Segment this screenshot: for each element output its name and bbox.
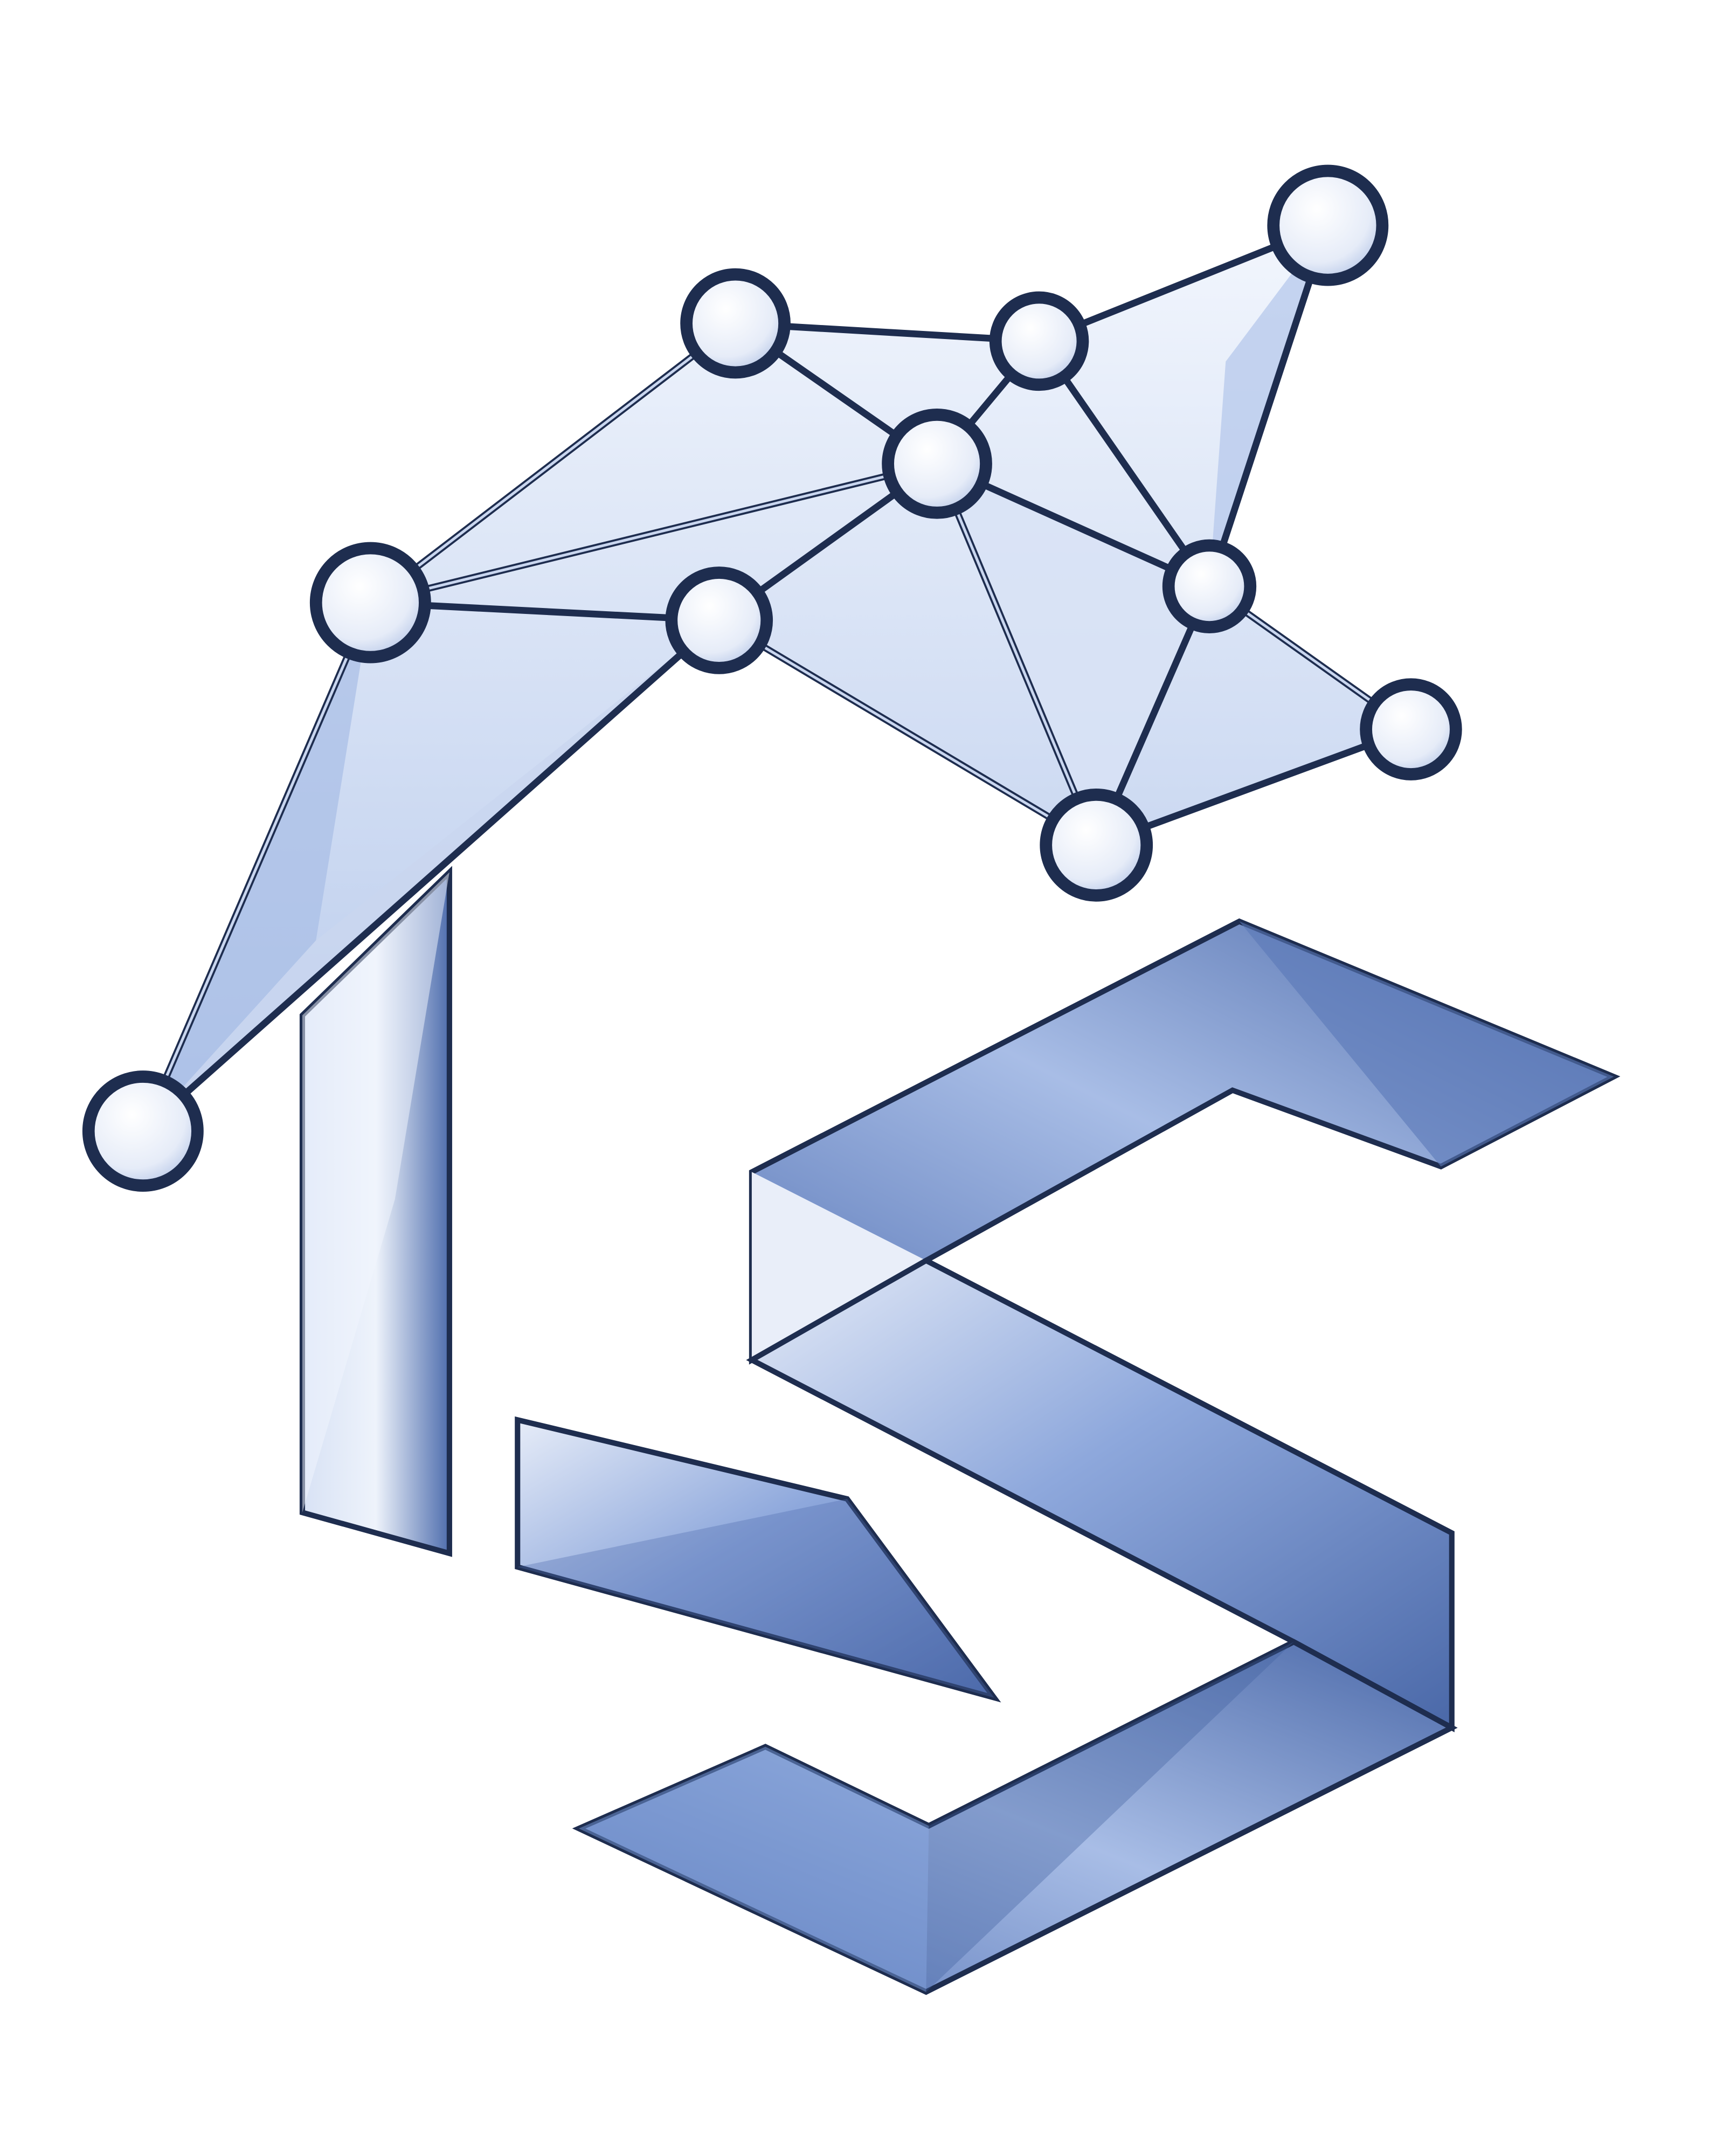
node: [1267, 164, 1389, 286]
network-nodes: [82, 164, 1462, 1192]
node: [989, 291, 1089, 391]
node: [82, 1070, 204, 1192]
letter-s: [572, 918, 1621, 1995]
node: [1360, 678, 1462, 780]
node: [1040, 789, 1153, 902]
network-edges-highlight: [142, 322, 1412, 1132]
node: [665, 566, 773, 674]
node: [1162, 539, 1257, 633]
node: [309, 542, 431, 664]
letter-l-foot: [515, 1416, 1001, 1703]
node: [882, 408, 992, 519]
node: [680, 268, 791, 379]
letter-l-pillar: [299, 866, 452, 1557]
